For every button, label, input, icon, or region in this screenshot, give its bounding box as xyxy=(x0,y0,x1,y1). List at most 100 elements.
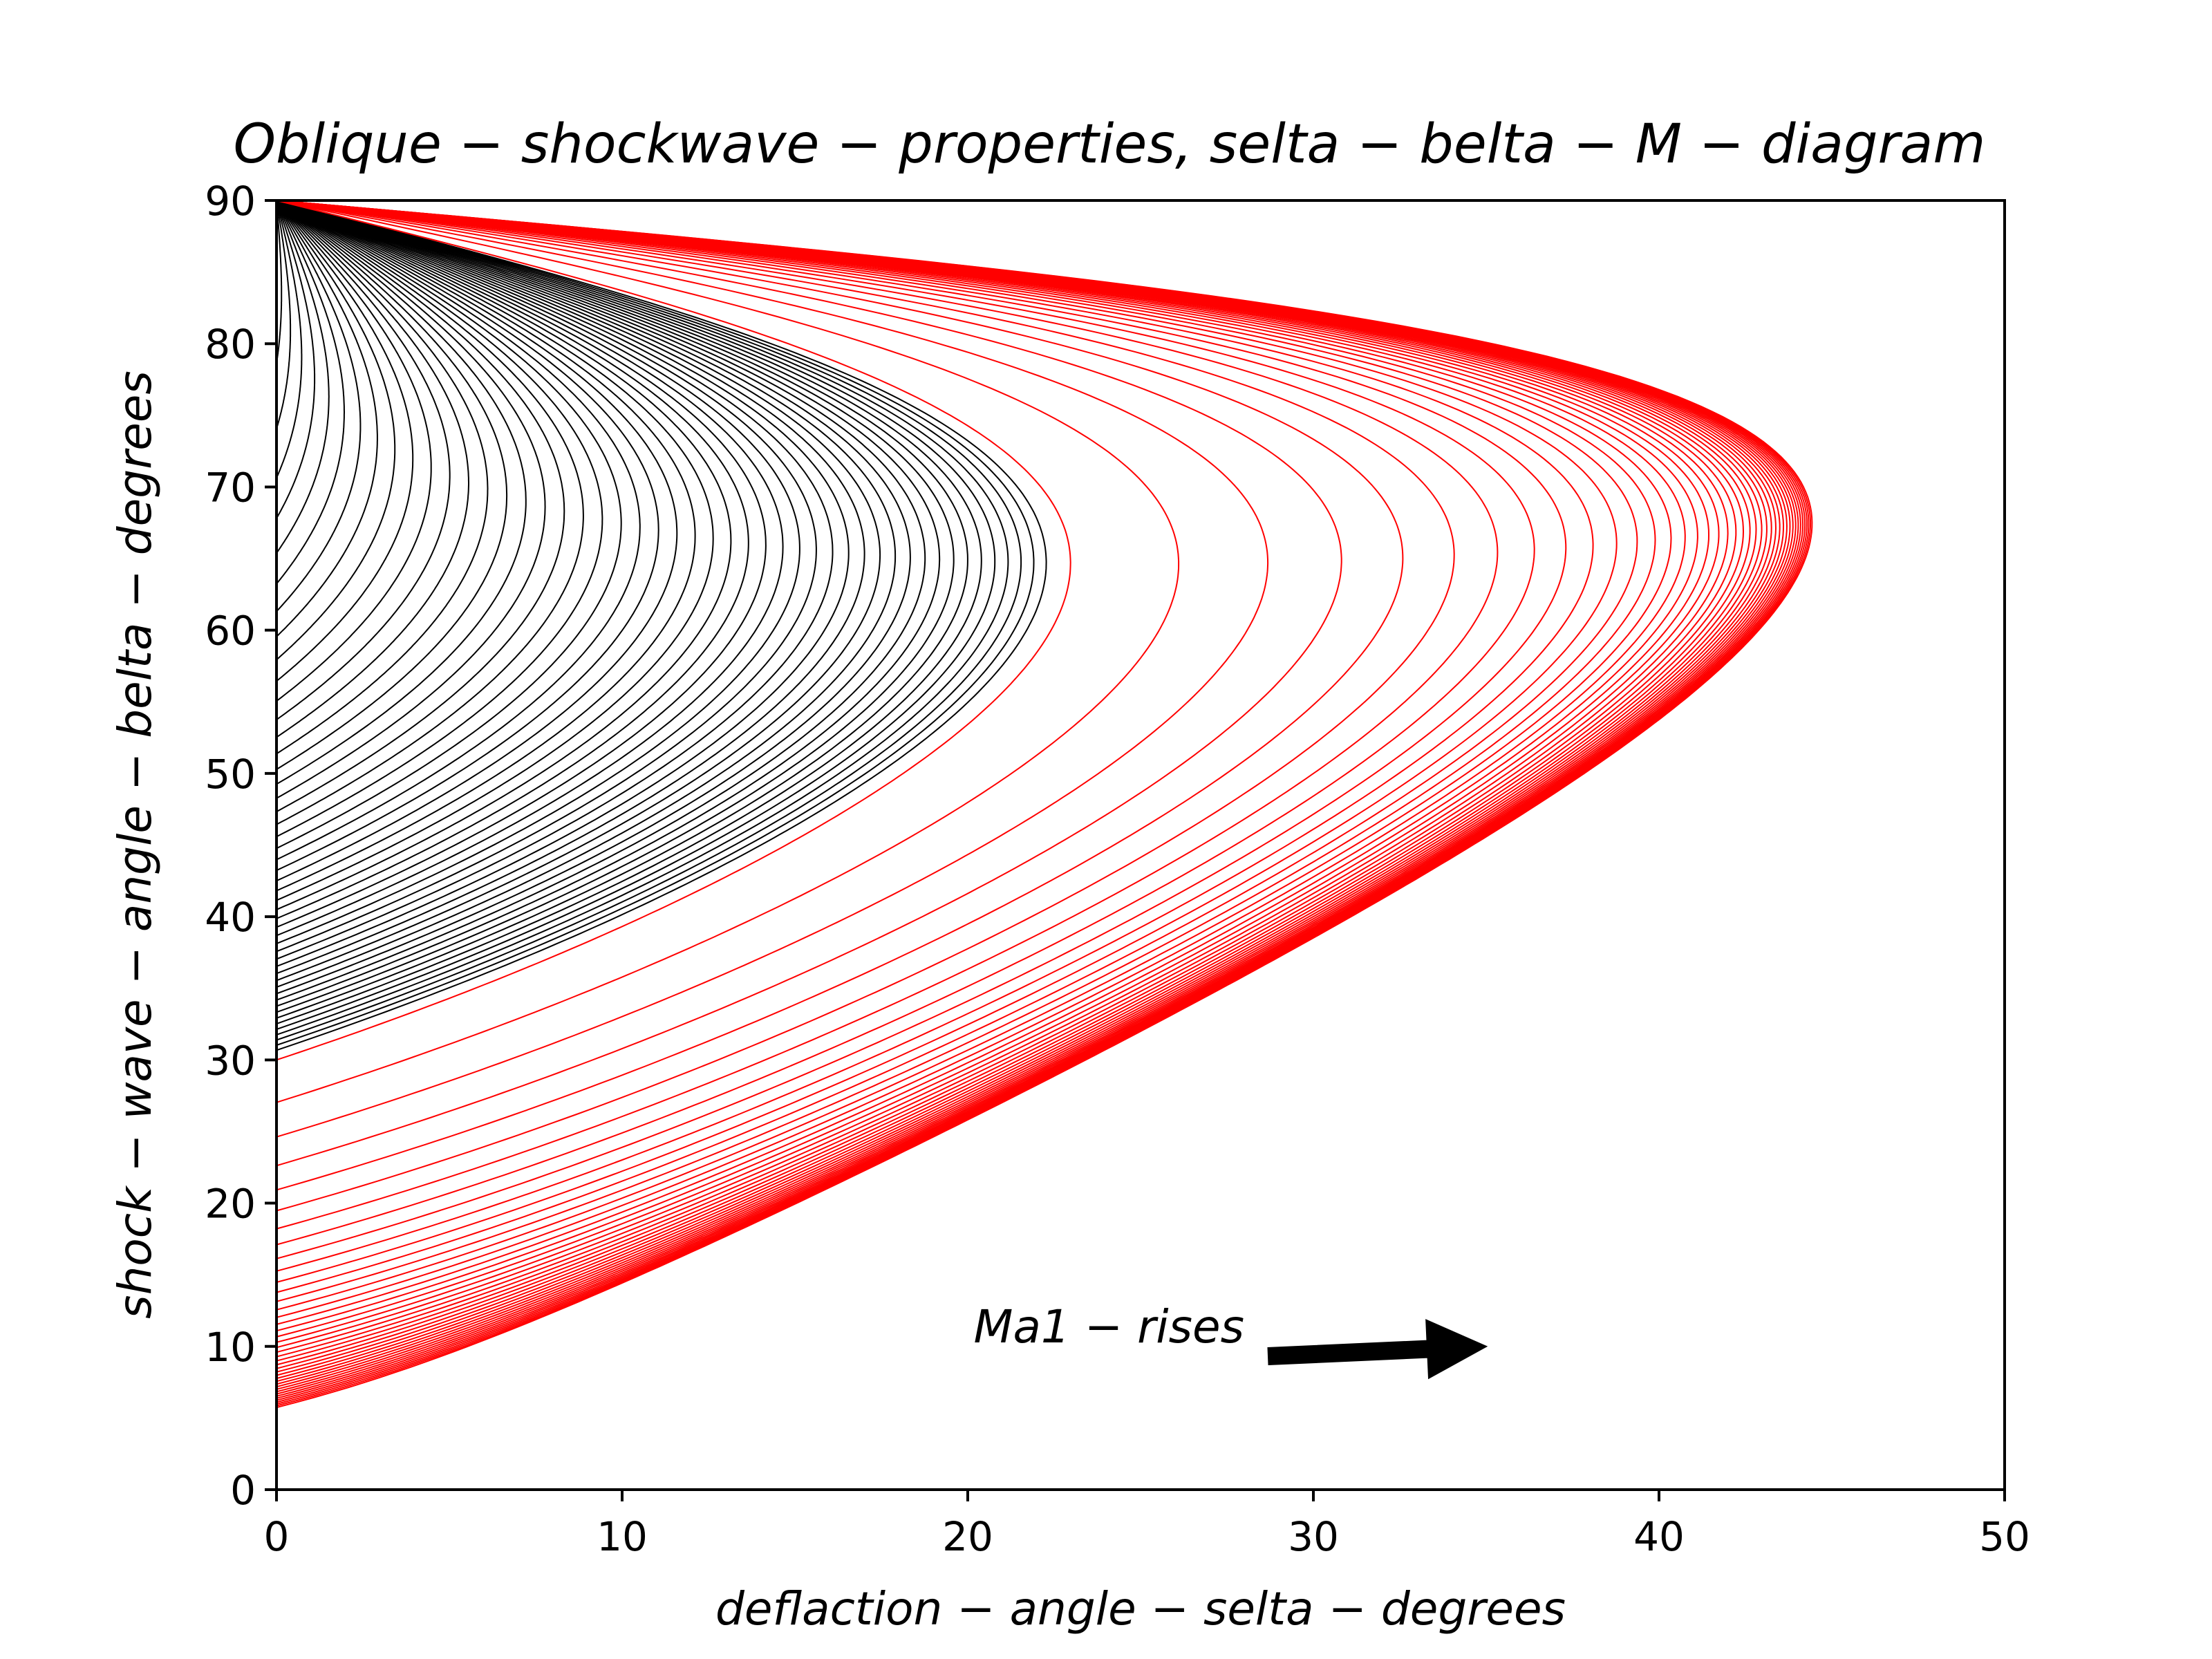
red-curve-mach-6.4 xyxy=(276,200,1757,1362)
red-curve-mach-8 xyxy=(276,200,1791,1388)
y-tick-label: 10 xyxy=(205,1324,256,1371)
red-curve-mach-7.6 xyxy=(276,200,1785,1382)
x-tick-label: 30 xyxy=(1288,1513,1339,1560)
black-curve-mach-1.82 xyxy=(276,200,955,1013)
black-curve-mach-1.76 xyxy=(276,200,911,995)
red-curve-mach-4.6 xyxy=(276,200,1672,1311)
curves-group xyxy=(276,200,1813,1409)
x-tick-label: 20 xyxy=(942,1513,993,1560)
black-curve-mach-1.44 xyxy=(276,200,641,861)
y-tick-label: 70 xyxy=(205,464,256,511)
red-curve-mach-4.8 xyxy=(276,200,1686,1318)
black-curve-mach-1.38 xyxy=(276,200,584,825)
red-curve-mach-9 xyxy=(276,200,1804,1399)
black-curve-mach-1.04 xyxy=(276,200,292,429)
red-curve-mach-7.2 xyxy=(276,200,1777,1376)
black-curve-mach-1.6 xyxy=(276,200,784,937)
black-curve-mach-1.34 xyxy=(276,200,546,799)
red-curve-mach-9.2 xyxy=(276,200,1806,1401)
y-tick-label: 80 xyxy=(205,321,256,368)
red-curve-mach-2 xyxy=(276,200,1071,1061)
black-curve-mach-1.74 xyxy=(276,200,897,988)
y-tick-label: 60 xyxy=(205,608,256,655)
black-curve-mach-1.28 xyxy=(276,200,489,755)
red-curve-mach-7 xyxy=(276,200,1772,1373)
black-curve-mach-1.78 xyxy=(276,200,926,1001)
black-curve-mach-1.08 xyxy=(276,200,316,519)
red-curve-mach-9.8 xyxy=(276,200,1812,1407)
red-curve-mach-10 xyxy=(276,200,1813,1409)
plot-frame xyxy=(275,199,2006,1491)
black-curve-mach-1.42 xyxy=(276,200,622,850)
red-curve-mach-8.8 xyxy=(276,200,1801,1397)
black-curve-mach-1.94 xyxy=(276,200,1035,1046)
red-curve-mach-8.2 xyxy=(276,200,1794,1390)
y-tick-label: 40 xyxy=(205,894,256,941)
red-curve-mach-4.4 xyxy=(276,200,1656,1302)
red-curve-mach-8.4 xyxy=(276,200,1797,1393)
black-curve-mach-1.64 xyxy=(276,200,817,953)
red-curve-mach-4 xyxy=(276,200,1618,1283)
black-curve-mach-1.12 xyxy=(276,200,345,585)
red-curve-mach-2.4 xyxy=(276,200,1269,1138)
black-curve-mach-1.06 xyxy=(276,200,303,478)
black-curve-mach-1.92 xyxy=(276,200,1022,1041)
red-curve-mach-3.8 xyxy=(276,200,1594,1272)
red-curve-mach-9.4 xyxy=(276,200,1808,1403)
annotation-text: Ma1 − rises xyxy=(974,1300,1245,1353)
red-curve-mach-5.6 xyxy=(276,200,1729,1343)
black-curve-mach-1.8 xyxy=(276,200,941,1007)
black-curve-mach-1.84 xyxy=(276,200,968,1019)
x-tick-label: 10 xyxy=(597,1513,648,1560)
red-curve-mach-6.2 xyxy=(276,200,1751,1358)
red-curve-mach-6.6 xyxy=(276,200,1763,1366)
red-curve-mach-2.8 xyxy=(276,200,1404,1191)
red-curve-mach-5.4 xyxy=(276,200,1720,1338)
chart-title: Oblique − shockwave − properties, selta … xyxy=(234,113,1986,176)
red-curve-mach-9.6 xyxy=(276,200,1810,1405)
red-curve-mach-5 xyxy=(276,200,1698,1325)
black-curve-mach-1.52 xyxy=(276,200,714,901)
y-tick-label: 90 xyxy=(205,178,256,225)
black-curve-mach-1.24 xyxy=(276,200,451,721)
annotation-arrow xyxy=(1267,1319,1488,1380)
black-curve-mach-1.7 xyxy=(276,200,865,975)
black-curve-mach-1.46 xyxy=(276,200,659,872)
y-tick-label: 0 xyxy=(230,1467,256,1514)
y-tick-label: 50 xyxy=(205,751,256,798)
red-curve-mach-7.4 xyxy=(276,200,1781,1380)
x-tick-label: 40 xyxy=(1633,1513,1685,1560)
annotation-group: Ma1 − rises xyxy=(974,1300,1488,1380)
red-curve-mach-3 xyxy=(276,200,1455,1212)
black-curve-mach-1.88 xyxy=(276,200,996,1031)
black-curve-mach-1.1 xyxy=(276,200,330,554)
black-curve-mach-1.2 xyxy=(276,200,414,682)
y-tick-label: 20 xyxy=(205,1181,256,1228)
red-curve-mach-8.6 xyxy=(276,200,1799,1395)
red-curve-mach-5.2 xyxy=(276,200,1710,1332)
black-curve-mach-1.22 xyxy=(276,200,432,702)
black-curve-mach-1.9 xyxy=(276,200,1009,1035)
black-curve-mach-1.02 xyxy=(276,200,283,364)
y-tick-label: 30 xyxy=(205,1037,256,1084)
black-curve-mach-1.86 xyxy=(276,200,982,1025)
black-curve-mach-1.32 xyxy=(276,200,527,785)
x-axis: 0 10 20 30 40 50 xyxy=(264,1490,2030,1560)
black-curve-mach-1.68 xyxy=(276,200,850,967)
black-curve-mach-1.62 xyxy=(276,200,800,945)
red-curve-mach-7.8 xyxy=(276,200,1788,1385)
y-axis: 0 10 20 30 40 50 60 70 80 90 xyxy=(205,178,276,1514)
black-curve-mach-1.3 xyxy=(276,200,508,770)
black-curve-mach-1.36 xyxy=(276,200,565,813)
black-curve-mach-1.5 xyxy=(276,200,696,892)
red-curve-mach-3.2 xyxy=(276,200,1499,1230)
red-curve-mach-4.2 xyxy=(276,200,1638,1293)
red-curve-mach-3.4 xyxy=(276,200,1535,1246)
red-curve-mach-6.8 xyxy=(276,200,1768,1369)
black-curve-mach-1.18 xyxy=(276,200,396,661)
red-curve-mach-3.6 xyxy=(276,200,1567,1259)
black-curve-mach-1.72 xyxy=(276,200,881,982)
black-curve-mach-1.54 xyxy=(276,200,732,910)
black-curve-mach-1.16 xyxy=(276,200,378,637)
